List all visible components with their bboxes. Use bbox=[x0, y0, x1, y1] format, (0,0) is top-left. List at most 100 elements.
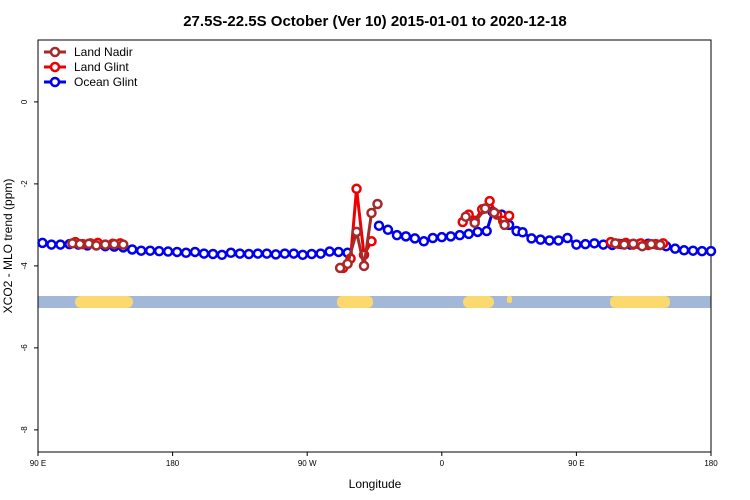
marker bbox=[418, 236, 430, 247]
marker bbox=[481, 225, 492, 237]
marker bbox=[589, 238, 600, 249]
marker bbox=[654, 239, 666, 251]
marker bbox=[243, 248, 255, 260]
marker bbox=[162, 246, 174, 257]
marker bbox=[678, 245, 690, 256]
legend-marker bbox=[49, 61, 61, 73]
x-axis-label: Longitude bbox=[349, 477, 402, 491]
marker bbox=[153, 245, 165, 257]
marker bbox=[553, 235, 564, 246]
marker bbox=[705, 245, 717, 257]
marker bbox=[261, 248, 273, 259]
marker bbox=[571, 239, 582, 250]
marker bbox=[306, 248, 317, 260]
marker bbox=[144, 245, 156, 256]
marker bbox=[342, 258, 353, 270]
chart-title: 27.5S-22.5S October (Ver 10) 2015-01-01 … bbox=[183, 13, 567, 30]
marker bbox=[400, 231, 412, 242]
land-ocean-strip bbox=[38, 296, 711, 308]
x-tick-label: 0 bbox=[440, 459, 445, 468]
marker bbox=[669, 243, 681, 254]
marker bbox=[279, 248, 291, 259]
marker bbox=[409, 233, 421, 244]
x-tick-label: 180 bbox=[704, 459, 718, 468]
marker bbox=[445, 231, 457, 242]
marker bbox=[109, 238, 120, 250]
marker bbox=[372, 198, 383, 210]
marker bbox=[333, 246, 344, 258]
marker bbox=[135, 245, 147, 256]
marker bbox=[382, 224, 394, 236]
marker bbox=[636, 240, 648, 252]
marker bbox=[334, 262, 346, 274]
marker bbox=[526, 233, 537, 244]
marker bbox=[225, 247, 237, 259]
marker bbox=[91, 240, 102, 251]
marker bbox=[488, 207, 500, 218]
marker bbox=[687, 245, 699, 256]
marker bbox=[297, 249, 308, 261]
marker bbox=[454, 229, 465, 241]
marker bbox=[216, 249, 228, 261]
legend-marker bbox=[49, 46, 61, 58]
marker bbox=[610, 238, 621, 249]
marker bbox=[645, 238, 657, 250]
marker bbox=[37, 237, 48, 249]
marker bbox=[469, 217, 480, 229]
marker bbox=[252, 248, 264, 259]
y-tick-label: -8 bbox=[20, 426, 29, 434]
marker bbox=[619, 239, 630, 250]
marker bbox=[46, 239, 57, 250]
marker bbox=[436, 231, 448, 243]
marker bbox=[189, 246, 201, 258]
marker bbox=[460, 211, 471, 222]
marker bbox=[580, 238, 591, 250]
marker bbox=[180, 247, 192, 259]
x-tick-label: 90 E bbox=[30, 459, 46, 468]
marker bbox=[535, 234, 546, 245]
marker bbox=[503, 210, 515, 222]
marker bbox=[358, 260, 370, 272]
marker bbox=[198, 248, 210, 259]
marker bbox=[373, 220, 385, 231]
y-tick-label: -4 bbox=[20, 262, 29, 270]
marker bbox=[270, 249, 282, 260]
x-tick-label: 180 bbox=[166, 459, 180, 468]
y-tick-label: -6 bbox=[20, 344, 29, 352]
marker bbox=[544, 235, 555, 246]
marker bbox=[391, 229, 403, 241]
marker bbox=[479, 203, 491, 214]
legend-marker bbox=[49, 76, 61, 88]
legend-label: Land Nadir bbox=[74, 45, 133, 59]
marker bbox=[484, 195, 495, 207]
marker bbox=[627, 238, 639, 249]
x-tick-label: 90 W bbox=[298, 459, 317, 468]
marker bbox=[351, 183, 362, 195]
marker bbox=[315, 248, 326, 259]
y-tick-label: 0 bbox=[20, 99, 29, 104]
marker bbox=[117, 239, 129, 250]
marker bbox=[499, 219, 510, 231]
marker bbox=[100, 239, 111, 250]
marker bbox=[55, 239, 66, 250]
marker bbox=[126, 244, 138, 255]
marker bbox=[351, 226, 362, 238]
y-axis-label: XCO2 - MLO trend (ppm) bbox=[1, 179, 15, 314]
marker bbox=[234, 248, 246, 259]
legend-label: Land Glint bbox=[74, 60, 129, 74]
marker bbox=[324, 246, 335, 257]
x-tick-label: 90 E bbox=[568, 459, 584, 468]
marker bbox=[207, 248, 219, 260]
y-tick-label: -2 bbox=[20, 180, 29, 188]
marker bbox=[562, 232, 573, 244]
marker bbox=[427, 232, 439, 244]
marker bbox=[288, 248, 299, 259]
marker bbox=[463, 228, 474, 240]
marker bbox=[366, 207, 377, 219]
legend-label: Ocean Glint bbox=[74, 75, 138, 89]
marker bbox=[517, 227, 528, 238]
marker bbox=[472, 226, 483, 238]
marker bbox=[74, 238, 86, 250]
marker bbox=[171, 246, 183, 258]
